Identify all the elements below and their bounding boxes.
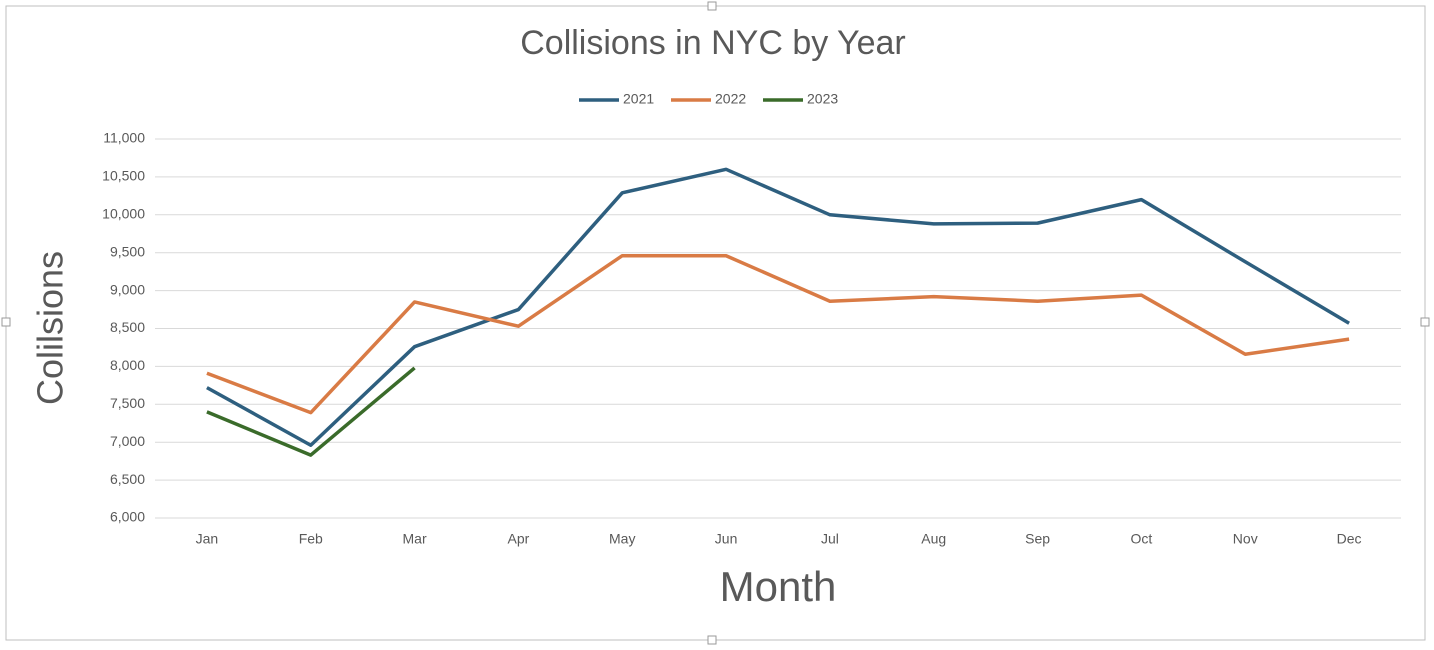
- resize-handle[interactable]: [1420, 317, 1430, 327]
- y-tick-label: 9,000: [110, 281, 145, 297]
- resize-handle[interactable]: [1, 317, 11, 327]
- y-tick-label: 10,000: [102, 206, 145, 222]
- series-line: [206, 167, 1350, 447]
- resize-handle[interactable]: [707, 1, 717, 11]
- y-tick-label: 9,500: [110, 243, 145, 259]
- x-tick-label: Mar: [403, 531, 427, 547]
- series-line: [206, 366, 416, 457]
- legend-label: 2021: [623, 91, 654, 107]
- x-tick-label: Dec: [1337, 531, 1362, 547]
- y-tick-label: 6,500: [110, 471, 145, 487]
- x-tick-label: Sep: [1025, 531, 1050, 547]
- x-tick-label: Jul: [821, 531, 839, 547]
- x-axis-label: Month: [720, 563, 837, 610]
- x-tick-label: Jun: [715, 531, 738, 547]
- y-tick-label: 7,500: [110, 395, 145, 411]
- resize-handle[interactable]: [707, 635, 717, 645]
- x-tick-label: May: [609, 531, 635, 547]
- y-tick-label: 11,000: [103, 130, 145, 146]
- x-tick-label: Feb: [299, 531, 323, 547]
- y-axis-label: Colilsions: [30, 251, 71, 405]
- x-tick-label: Jan: [196, 531, 219, 547]
- x-tick-label: Apr: [508, 531, 530, 547]
- x-tick-label: Aug: [921, 531, 946, 547]
- x-tick-label: Oct: [1131, 531, 1153, 547]
- series-line: [206, 253, 1350, 415]
- chart-title: Collisions in NYC by Year: [520, 24, 906, 62]
- legend-label: 2022: [715, 91, 746, 107]
- y-tick-label: 10,500: [102, 168, 145, 184]
- y-tick-label: 6,000: [110, 509, 145, 525]
- x-tick-label: Nov: [1233, 531, 1258, 547]
- y-tick-label: 8,500: [110, 319, 145, 335]
- y-tick-label: 8,000: [110, 357, 145, 373]
- y-tick-label: 7,000: [110, 433, 145, 449]
- legend-label: 2023: [807, 91, 838, 107]
